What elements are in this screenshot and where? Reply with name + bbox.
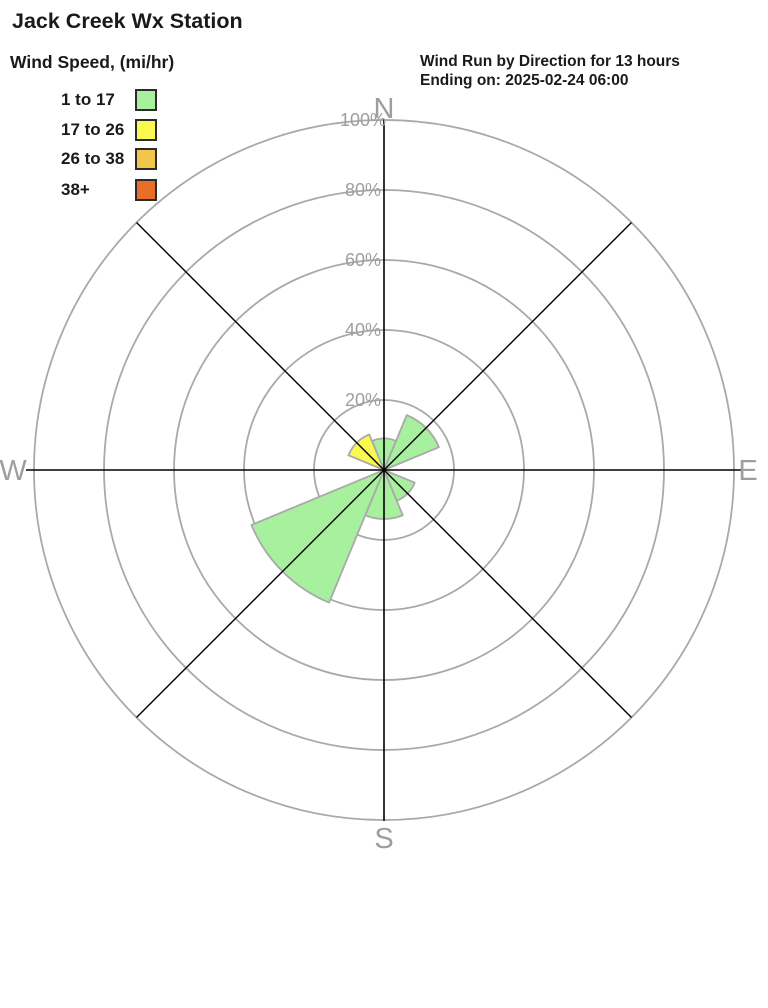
compass-label-east: E	[738, 455, 757, 487]
axes	[26, 119, 742, 821]
compass-labels: N E S W	[0, 93, 758, 855]
ring-tick-label: 100%	[340, 110, 386, 130]
ring-tick-label: 40%	[345, 320, 381, 340]
compass-label-south: S	[374, 823, 393, 855]
ring-tick-label: 60%	[345, 250, 381, 270]
legend-item-label: 17 to 26	[61, 120, 125, 139]
legend-item-label: 26 to 38	[61, 149, 125, 168]
compass-label-north: N	[374, 93, 395, 125]
ring-tick-label: 80%	[345, 180, 381, 200]
compass-label-west: W	[0, 455, 27, 487]
chart-header: Wind Run by Direction for 13 hours Endin…	[420, 52, 680, 90]
legend-title: Wind Speed, (mi/hr)	[10, 52, 175, 72]
axis-ne-sw	[136, 222, 632, 718]
legend-item-label: 38+	[61, 180, 90, 199]
legend-swatch-yellow	[135, 119, 157, 141]
legend-swatch-amber	[135, 148, 157, 170]
page-title: Jack Creek Wx Station	[12, 9, 243, 33]
chart-header-line1: Wind Run by Direction for 13 hours	[420, 53, 680, 70]
legend-item-label: 1 to 17	[61, 90, 115, 109]
ring-tick-labels: 20% 40% 60% 80% 100%	[340, 110, 386, 410]
legend-swatch-orange	[135, 179, 157, 201]
legend-swatch-green	[135, 89, 157, 111]
chart-header-line2: Ending on: 2025-02-24 06:00	[420, 72, 629, 89]
ring-tick-label: 20%	[345, 390, 381, 410]
